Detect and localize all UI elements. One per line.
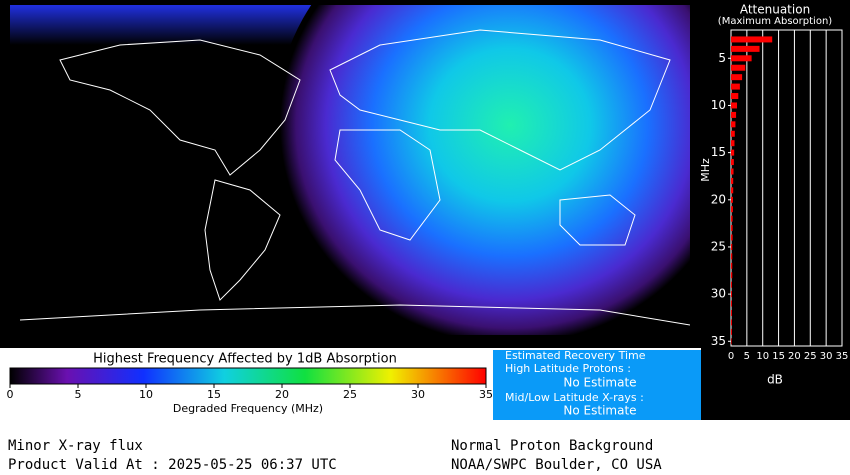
bar (731, 262, 733, 269)
colorbar-tick-label: 10 (139, 388, 153, 401)
bar (731, 243, 733, 250)
coastlines (19, 29, 690, 326)
recovery-label: Mid/Low Latitude X-rays : (505, 391, 644, 404)
y-tick-label: 25 (711, 239, 726, 253)
bar (731, 140, 735, 147)
bar (731, 45, 760, 52)
bar (731, 74, 743, 81)
recovery-box (493, 350, 701, 420)
bar (731, 234, 733, 241)
colorbar-tick-label: 0 (7, 388, 14, 401)
recovery-value: No Estimate (563, 404, 636, 418)
x-tick-label: 5 (744, 351, 750, 362)
x-tick-label: 15 (772, 351, 785, 362)
bar (731, 121, 736, 128)
colorbar-tick-label: 30 (411, 388, 425, 401)
bar (731, 93, 739, 100)
bar (731, 111, 737, 118)
bar (731, 206, 733, 213)
colorbar-tick-label: 20 (275, 388, 289, 401)
footer-text: NOAA/SWPC Boulder, CO USA (451, 457, 662, 473)
y-axis-label: MHz (699, 158, 712, 182)
bar (731, 149, 735, 156)
bar (731, 319, 732, 326)
bar (731, 36, 773, 43)
y-tick-label: 20 (711, 192, 726, 206)
footer-text: Product Valid At : 2025-05-25 06:37 UTC (8, 457, 337, 473)
bar (731, 196, 733, 203)
chart-background (701, 348, 850, 420)
absorption-region (275, 5, 690, 335)
colorbar (9, 367, 487, 385)
y-tick-label: 15 (711, 145, 726, 159)
bar (731, 253, 733, 260)
x-tick-label: 0 (728, 351, 734, 362)
bar (731, 83, 740, 90)
x-axis-label: dB (767, 373, 783, 387)
bar (731, 300, 732, 307)
footer-text: Normal Proton Background (451, 438, 653, 454)
colorbar-title: Highest Frequency Affected by 1dB Absorp… (93, 352, 397, 367)
bar (731, 272, 733, 279)
recovery-value: No Estimate (563, 376, 636, 390)
x-tick-label: 30 (820, 351, 833, 362)
bar (731, 328, 732, 335)
bar (731, 291, 732, 298)
recovery-label: High Latitude Protons : (505, 362, 631, 375)
bar (731, 102, 738, 109)
x-tick-label: 10 (756, 351, 769, 362)
bar (731, 177, 734, 184)
bar (731, 168, 734, 175)
chart-subtitle: (Maximum Absorption) (718, 16, 832, 27)
y-tick-label: 35 (711, 334, 726, 348)
bar (731, 64, 746, 71)
colorbar-tick-label: 35 (479, 388, 493, 401)
footer-text: Minor X-ray flux (8, 438, 143, 454)
chart-title: Attenuation (740, 3, 810, 17)
bar (731, 55, 752, 62)
y-tick-label: 5 (718, 51, 726, 65)
x-tick-label: 20 (788, 351, 801, 362)
colorbar-label: Degraded Frequency (MHz) (173, 402, 323, 415)
colorbar-tick-label: 15 (207, 388, 221, 401)
x-tick-label: 25 (804, 351, 817, 362)
map (10, 5, 690, 335)
bar (731, 215, 733, 222)
bar (731, 187, 734, 194)
y-tick-label: 30 (711, 287, 726, 301)
bar (731, 225, 733, 232)
x-tick-label: 35 (836, 351, 849, 362)
colorbar-tick-label: 25 (343, 388, 357, 401)
bar (731, 130, 735, 137)
recovery-title: Estimated Recovery Time (505, 349, 646, 362)
bar (731, 281, 732, 288)
y-tick-label: 10 (711, 98, 726, 112)
bar (731, 309, 732, 316)
bar (731, 338, 732, 345)
colorbar-tick-label: 5 (75, 388, 82, 401)
bar (731, 159, 734, 166)
